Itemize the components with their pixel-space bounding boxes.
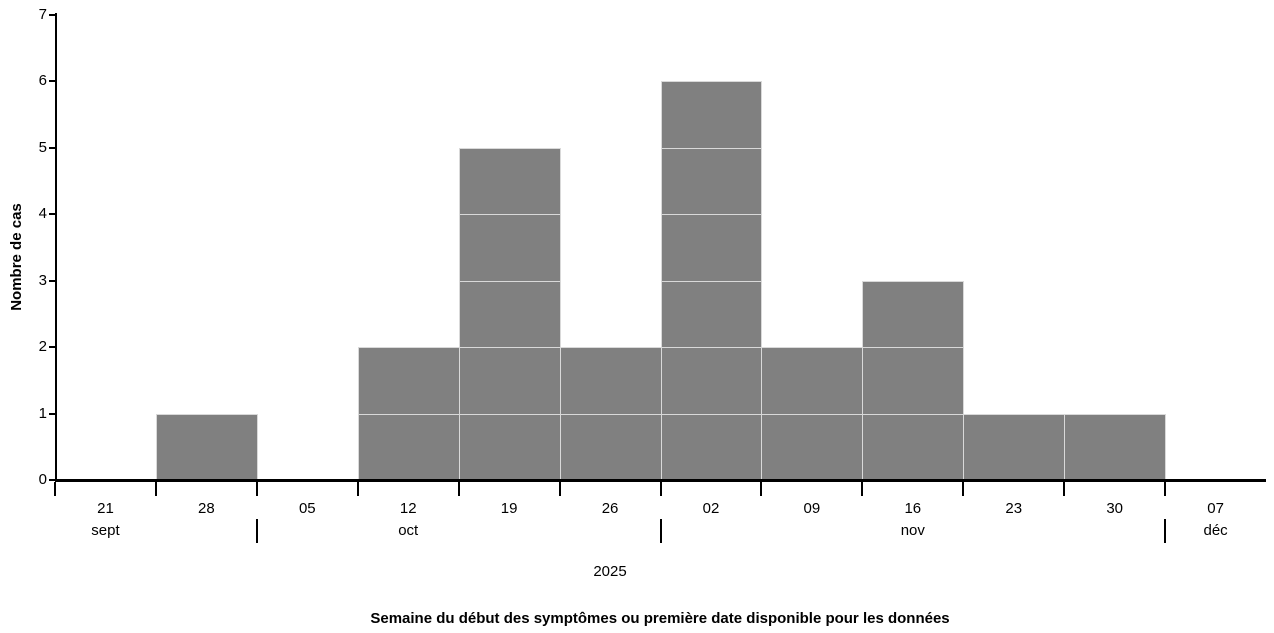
y-tick-label: 1 bbox=[38, 404, 47, 422]
month-separator bbox=[1164, 519, 1167, 543]
x-axis-tick bbox=[1063, 482, 1066, 496]
x-axis-tick bbox=[558, 482, 561, 496]
x-axis-tick bbox=[659, 482, 662, 496]
y-tick-label: 4 bbox=[38, 205, 47, 223]
bar-cell bbox=[458, 214, 561, 282]
x-axis-tick bbox=[861, 482, 864, 496]
month-label: sept bbox=[91, 522, 120, 539]
x-axis-tick bbox=[255, 482, 258, 496]
y-axis-tick bbox=[49, 479, 55, 481]
x-axis-tick bbox=[356, 482, 359, 496]
x-axis-tick bbox=[154, 482, 157, 496]
x-axis-tick bbox=[760, 482, 763, 496]
y-axis-tick bbox=[49, 412, 55, 415]
y-axis-tick bbox=[49, 279, 55, 282]
y-tick-label: 3 bbox=[38, 271, 47, 289]
y-axis-title: Nombre de cas bbox=[8, 203, 25, 311]
x-tick-label: 26 bbox=[601, 500, 619, 517]
x-tick-label: 21 bbox=[97, 500, 114, 517]
bar-cell bbox=[862, 347, 965, 415]
bar-cell bbox=[862, 280, 965, 349]
y-tick-label: 7 bbox=[38, 5, 47, 23]
x-tick-label: 19 bbox=[500, 500, 518, 517]
x-tick-label: 16 bbox=[904, 500, 922, 517]
x-tick-label: 05 bbox=[298, 500, 316, 517]
bar-cell bbox=[357, 413, 460, 481]
y-axis-tick bbox=[49, 80, 55, 83]
month-label: déc bbox=[1203, 522, 1228, 539]
month-separator bbox=[659, 519, 662, 543]
y-tick-label: 5 bbox=[38, 138, 47, 156]
x-axis-tick bbox=[54, 482, 56, 496]
month-label: nov bbox=[900, 522, 925, 539]
bar-cell bbox=[458, 147, 561, 216]
y-axis bbox=[55, 13, 57, 482]
x-tick-label: 28 bbox=[198, 500, 215, 517]
bar-cell bbox=[660, 214, 763, 282]
bar-cell bbox=[660, 81, 763, 149]
x-tick-label: 23 bbox=[1005, 500, 1023, 517]
bar-cell bbox=[660, 347, 763, 415]
bar-cell bbox=[660, 147, 763, 216]
x-tick-label: 12 bbox=[399, 500, 417, 517]
bar-cell bbox=[761, 413, 864, 481]
year-label: 2025 bbox=[593, 563, 627, 580]
x-tick-label: 07 bbox=[1207, 500, 1224, 517]
x-axis-tick bbox=[962, 482, 965, 496]
month-label: oct bbox=[398, 522, 419, 539]
y-axis-tick bbox=[49, 13, 55, 16]
bar-cell bbox=[862, 413, 965, 481]
bar-cell bbox=[458, 413, 561, 481]
x-tick-label: 30 bbox=[1106, 500, 1123, 517]
bar-cell bbox=[458, 347, 561, 415]
y-tick-label: 6 bbox=[38, 72, 47, 90]
month-separator bbox=[255, 519, 258, 543]
bar-cell bbox=[761, 347, 864, 415]
bar-cell bbox=[357, 347, 460, 415]
y-axis-tick bbox=[49, 146, 55, 149]
x-axis bbox=[55, 479, 1266, 482]
bar-cell bbox=[1064, 413, 1167, 481]
y-tick-label: 2 bbox=[38, 338, 47, 356]
bar-cell bbox=[155, 413, 258, 481]
x-axis-title: Semaine du début des symptômes ou premiè… bbox=[370, 610, 950, 627]
x-tick-label: 02 bbox=[702, 500, 720, 517]
bar-cell bbox=[559, 347, 662, 415]
bar-cell bbox=[963, 413, 1066, 481]
x-tick-label: 09 bbox=[803, 500, 821, 517]
x-axis-tick bbox=[1164, 482, 1167, 496]
y-tick-label: 0 bbox=[38, 471, 47, 488]
bar-cell bbox=[559, 413, 662, 481]
y-axis-tick bbox=[49, 346, 55, 349]
x-axis-tick bbox=[457, 482, 460, 496]
bar-cell bbox=[458, 280, 561, 349]
y-axis-tick bbox=[49, 213, 55, 216]
bar-cell bbox=[660, 413, 763, 481]
bar-cell bbox=[660, 280, 763, 349]
